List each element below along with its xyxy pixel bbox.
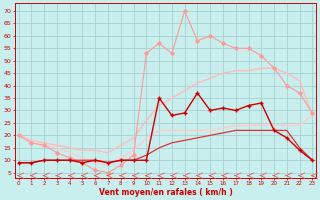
X-axis label: Vent moyen/en rafales ( km/h ): Vent moyen/en rafales ( km/h ) [99, 188, 232, 197]
